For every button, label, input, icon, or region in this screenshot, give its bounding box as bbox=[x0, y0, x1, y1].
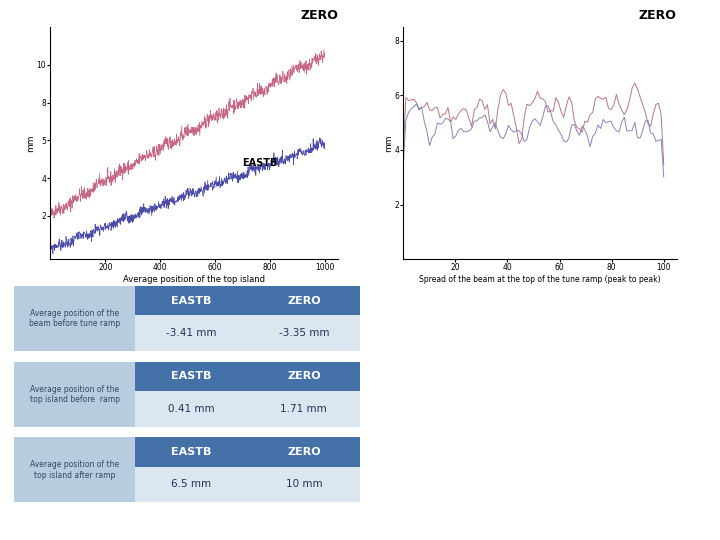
Text: 6.5 mm: 6.5 mm bbox=[171, 480, 212, 489]
X-axis label: Spread of the beam at the top of the tune ramp (peak to peak): Spread of the beam at the top of the tun… bbox=[419, 275, 661, 284]
Text: EASTB: EASTB bbox=[171, 447, 212, 457]
Text: ZERO: ZERO bbox=[639, 9, 677, 22]
Text: ZERO: ZERO bbox=[300, 9, 338, 22]
Text: 10 mm: 10 mm bbox=[286, 480, 322, 489]
Text: ZERO: ZERO bbox=[287, 372, 320, 381]
Text: Average position of the
beam before tune ramp: Average position of the beam before tune… bbox=[30, 309, 120, 328]
Text: Average position of the
top island after ramp: Average position of the top island after… bbox=[30, 460, 120, 480]
Text: ZERO: ZERO bbox=[287, 296, 320, 306]
Text: 1.71 mm: 1.71 mm bbox=[281, 404, 327, 414]
Y-axis label: mm: mm bbox=[26, 134, 35, 152]
Text: EASTB: EASTB bbox=[243, 158, 278, 168]
X-axis label: Average position of the top island: Average position of the top island bbox=[123, 275, 266, 284]
Text: -3.41 mm: -3.41 mm bbox=[166, 328, 217, 338]
Y-axis label: mm: mm bbox=[384, 134, 393, 152]
Text: Average position of the
top island before  ramp: Average position of the top island befor… bbox=[30, 384, 120, 404]
Text: EASTB: EASTB bbox=[171, 372, 212, 381]
Text: -3.35 mm: -3.35 mm bbox=[279, 328, 329, 338]
Text: ZERO: ZERO bbox=[287, 447, 320, 457]
Text: 0.41 mm: 0.41 mm bbox=[168, 404, 215, 414]
Text: EASTB: EASTB bbox=[171, 296, 212, 306]
